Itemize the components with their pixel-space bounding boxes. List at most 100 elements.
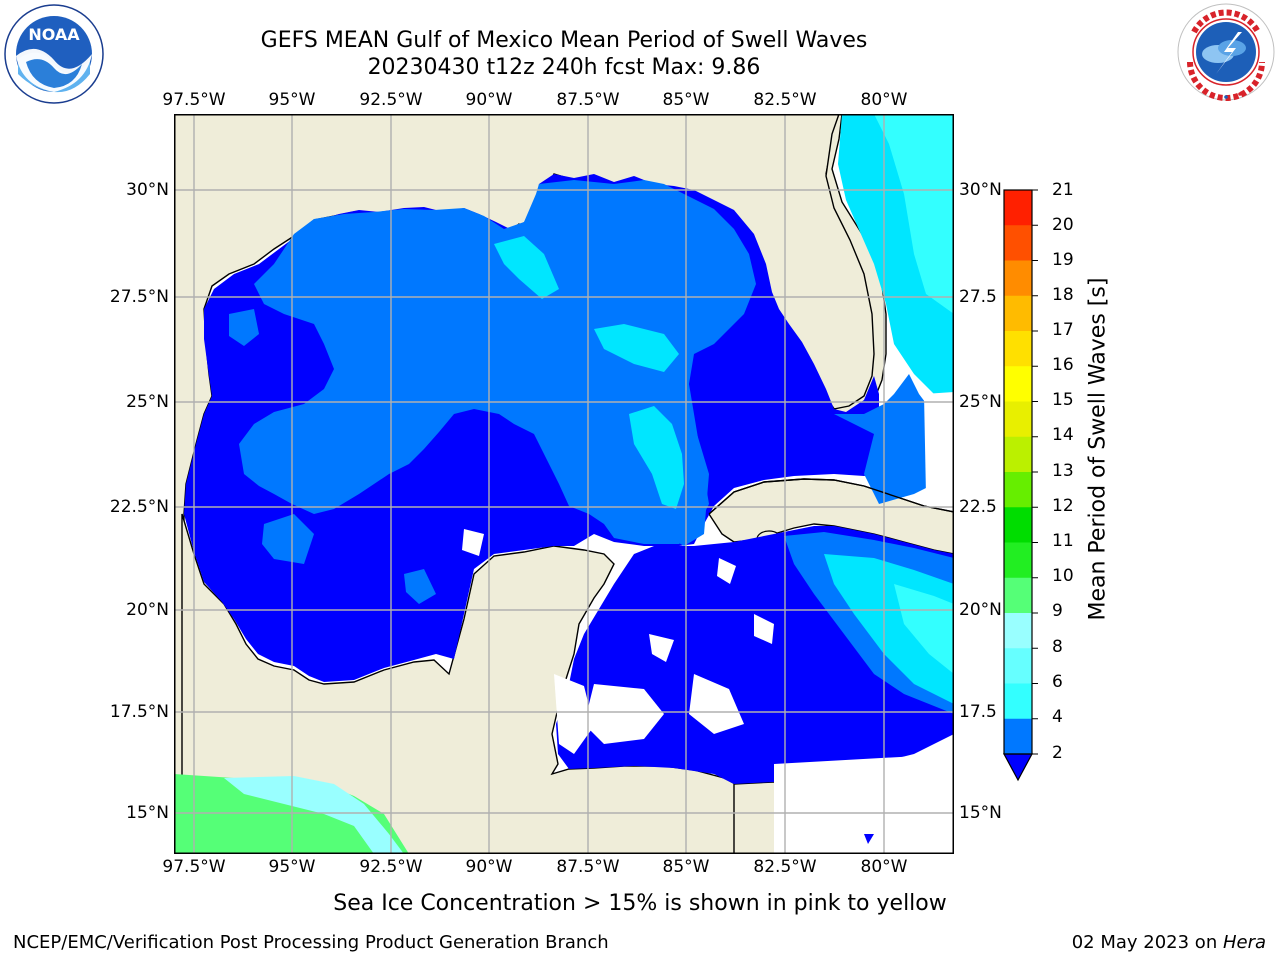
field-6-8s-caribbean [894,584,954,674]
map-title: GEFS MEAN Gulf of Mexico Mean Period of … [260,28,868,53]
lon-tick-top: 95°W [268,90,316,110]
map-subtitle: 20230430 t12z 240h fcst Max: 9.86 [367,55,761,80]
field-2-4s-patch-sw [262,514,314,564]
lat-tick-left: 15°N [126,803,169,823]
lat-tick-left: 20°N [126,600,169,620]
lat-tick-right: 22.5 [959,497,997,517]
lon-tick-bottom: 82.5°W [753,857,817,877]
colorbar-segment [1004,436,1032,473]
colorbar-segment [1004,718,1032,755]
colorbar-tick: 14 [1052,425,1074,445]
lon-tick-bottom: 90°W [465,857,513,877]
colorbar-tick: 4 [1052,707,1063,727]
field-2-4s-patch-west [229,309,259,346]
lon-tick-top: 97.5°W [162,90,226,110]
lon-tick-top: 82.5°W [753,90,817,110]
colorbar-tick: 16 [1052,355,1074,375]
noaa-logo-graphic: NOAA [4,4,104,104]
colorbar-segment [1004,683,1032,720]
lon-tick-bottom: 85°W [662,857,710,877]
lat-tick-left: 27.5°N [109,287,169,307]
lat-tick-left: 17.5°N [109,702,169,722]
noaa-logo: NOAA [4,4,104,104]
coastline-cuba [708,478,954,515]
lon-tick-bottom: 97.5°W [162,857,226,877]
colorbar-segment [1004,577,1032,614]
lat-tick-left: 22.5°N [109,497,169,517]
colorbar-graphic [1002,189,1038,782]
lon-tick-bottom: 87.5°W [556,857,620,877]
field-below-2s-spot [864,834,874,844]
nodata-hole-caribbean-4 [717,558,736,584]
lat-tick-right: 25°N [959,392,1002,412]
nodata-hole-south [554,674,594,754]
colorbar-tick: 2 [1052,743,1063,763]
lon-tick-top: 92.5°W [359,90,423,110]
colorbar-tick: 11 [1052,531,1074,551]
sea-ice-caption: Sea Ice Concentration > 15% is shown in … [0,891,1280,917]
colorbar-segment [1004,366,1032,402]
colorbar-segment [1004,225,1032,261]
field-2-4s-keys [834,374,954,504]
gulf-of-mexico-map [174,114,954,854]
colorbar-segment [1004,507,1032,543]
colorbar-segment [1004,472,1032,508]
sea-ice-caption-text: Sea Ice Concentration > 15% is shown in … [333,891,947,916]
colorbar-segment [1004,401,1032,438]
colorbar-segment [1004,260,1032,297]
lat-tick-right: 27.5 [959,287,997,307]
footer-right: 02 May 2023 on Hera [1072,932,1266,954]
colorbar-tick: 19 [1052,250,1074,270]
colorbar-tick: 21 [1052,180,1074,200]
lon-tick-bottom: 95°W [268,857,316,877]
footer-date: 02 May 2023 on [1071,932,1223,953]
colorbar-tick: 9 [1052,601,1063,621]
noaa-logo-text: NOAA [28,25,80,44]
colorbar-tick-labels: 21 20 19 18 17 16 15 14 13 12 11 10 9 8 … [1052,0,1112,960]
nodata-hole-honduras [584,684,664,744]
lat-tick-right: 20°N [959,600,1002,620]
colorbar-segment [1004,331,1032,367]
lon-tick-top: 90°W [465,90,513,110]
lon-tick-bottom: 80°W [860,857,908,877]
nodata-hole-gulf [462,529,484,556]
colorbar-tick: 15 [1052,390,1074,410]
footer-left: NCEP/EMC/Verification Post Processing Pr… [13,932,609,953]
lon-tick-top: 87.5°W [556,90,620,110]
map-frame [174,114,954,854]
colorbar-tick: 17 [1052,320,1074,340]
colorbar [1000,186,1060,786]
lon-tick-top: 80°W [860,90,908,110]
colorbar-segment [1004,190,1032,226]
colorbar-tick: 12 [1052,496,1074,516]
colorbar-tick: 8 [1052,637,1063,657]
colorbar-under-arrow [1002,753,1034,782]
colorbar-tick: 13 [1052,461,1074,481]
nodata-hole-east [924,392,954,504]
field-6-8s-atlantic [874,114,954,314]
colorbar-segment [1004,648,1032,684]
lon-tick-top: 85°W [662,90,710,110]
lat-tick-right: 15°N [959,803,1002,823]
colorbar-segment [1004,542,1032,579]
nodata-hole-caribbean-1 [689,674,744,734]
lat-tick-left: 25°N [126,392,169,412]
field-4-6s-caribbean [824,554,954,704]
map-panel [174,114,954,854]
colorbar-tick: 10 [1052,566,1074,586]
field-4-6s-delta [494,236,559,299]
colorbar-tick: 20 [1052,215,1074,235]
field-2-4s-patch-s [404,569,436,604]
footer-host: Hera [1222,932,1266,953]
lon-tick-bottom: 92.5°W [359,857,423,877]
nodata-hole-caribbean-2 [754,614,774,644]
colorbar-tick: 18 [1052,285,1074,305]
lat-tick-left: 30°N [126,180,169,200]
map-gridlines [174,114,954,854]
field-4-6s-ne [594,324,679,372]
colorbar-label: Mean Period of Swell Waves [s] [1085,277,1111,621]
lat-tick-right: 30°N [959,180,1002,200]
nodata-hole-sw-corner [774,754,954,854]
field-pacific-8-9s [224,776,404,854]
lat-tick-right: 17.5 [959,702,997,722]
